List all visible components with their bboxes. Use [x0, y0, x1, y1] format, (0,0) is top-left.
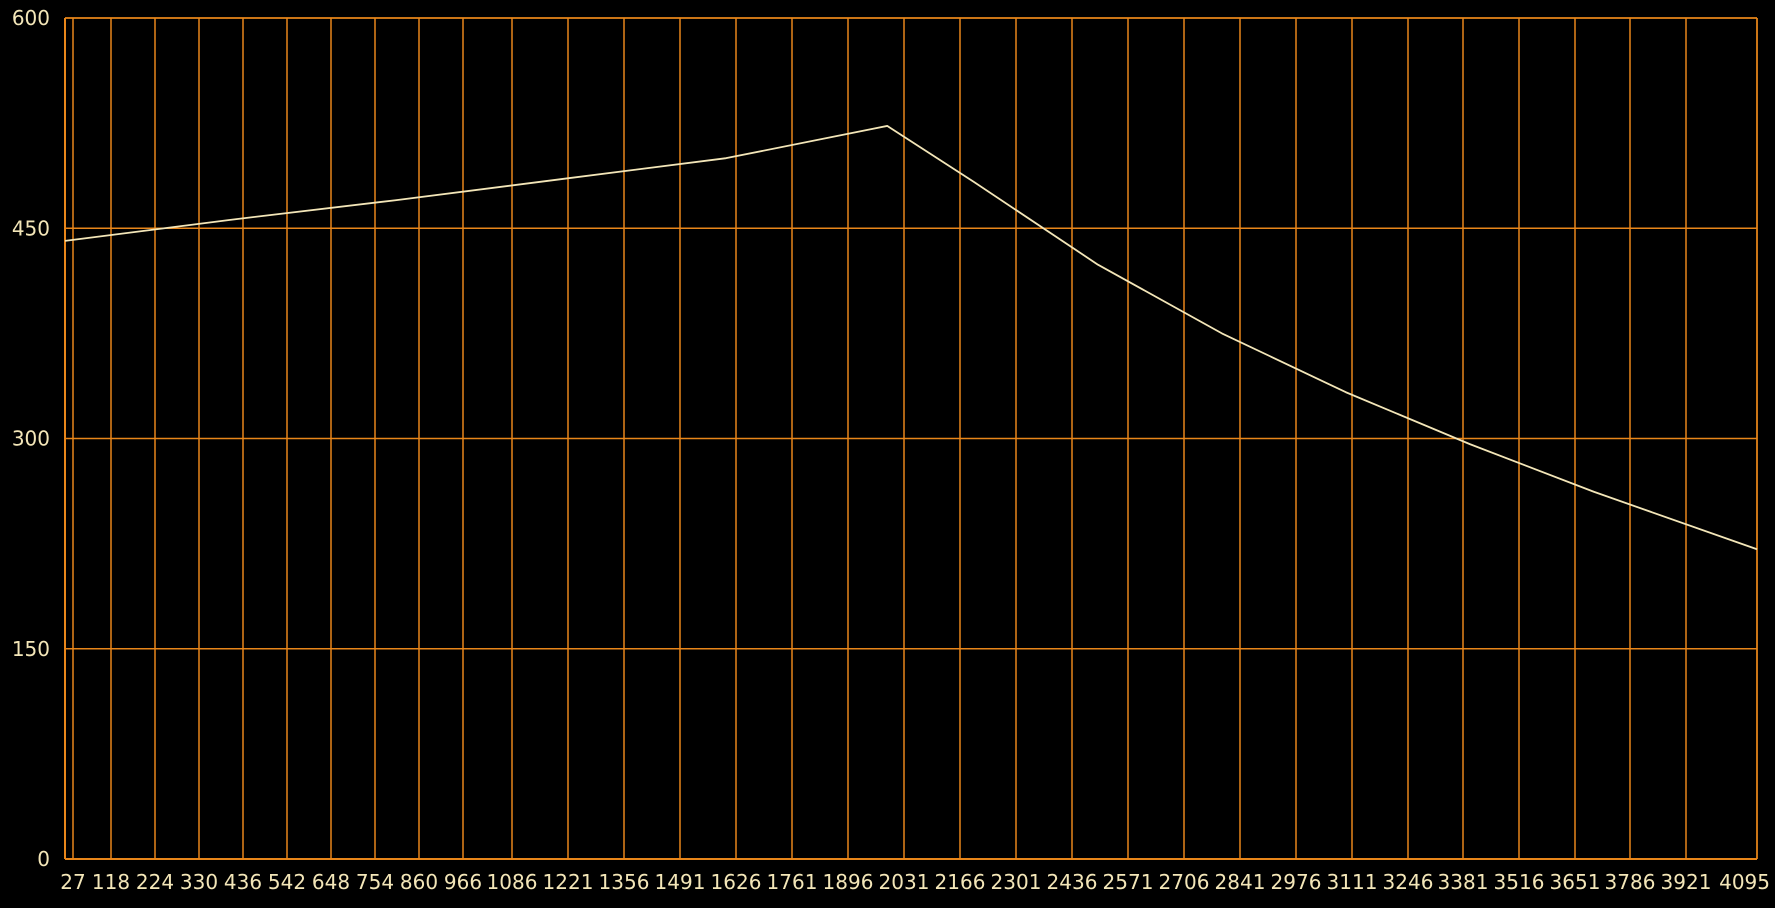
- x-tick-label: 3921: [1661, 870, 1712, 894]
- x-tick-label: 1356: [599, 870, 650, 894]
- x-tick-label: 2436: [1047, 870, 1098, 894]
- x-tick-label: 330: [180, 870, 218, 894]
- x-tick-label: 224: [136, 870, 174, 894]
- x-tick-label: 860: [400, 870, 438, 894]
- x-tick-label: 27: [60, 870, 85, 894]
- x-tick-label: 1761: [767, 870, 818, 894]
- x-tick-label: 1626: [711, 870, 762, 894]
- x-tick-label: 2841: [1215, 870, 1266, 894]
- y-tick-label: 450: [12, 216, 50, 240]
- x-tick-label: 542: [268, 870, 306, 894]
- x-tick-label: 3246: [1383, 870, 1434, 894]
- x-tick-label: 118: [92, 870, 130, 894]
- y-tick-label: 150: [12, 637, 50, 661]
- x-tick-label: 2031: [879, 870, 930, 894]
- x-tick-label: 3651: [1550, 870, 1601, 894]
- x-tick-label: 754: [356, 870, 394, 894]
- x-tick-label: 2706: [1159, 870, 1210, 894]
- x-tick-label: 2166: [935, 870, 986, 894]
- axis-layer: [64, 17, 1758, 860]
- series-line: [64, 125, 1758, 551]
- x-tick-label: 4095: [1719, 870, 1770, 894]
- x-tick-label: 2976: [1271, 870, 1322, 894]
- x-tick-label: 3786: [1605, 870, 1656, 894]
- x-tick-label: 966: [444, 870, 482, 894]
- label-layer: 0 150 300 450 600 27 118 224 330 436 542 648 754 860 9…: [12, 6, 1770, 894]
- y-tick-label: 0: [37, 847, 50, 871]
- x-tick-label: 1221: [543, 870, 594, 894]
- x-tick-label: 648: [312, 870, 350, 894]
- y-tick-label: 300: [12, 427, 50, 451]
- x-tick-label: 1896: [823, 870, 874, 894]
- x-tick-label: 2571: [1103, 870, 1154, 894]
- x-tick-label: 3516: [1494, 870, 1545, 894]
- x-tick-label: 1086: [487, 870, 538, 894]
- x-tick-label: 3381: [1438, 870, 1489, 894]
- x-tick-label: 3111: [1327, 870, 1378, 894]
- series-layer: [64, 125, 1758, 551]
- x-tick-label: 2301: [991, 870, 1042, 894]
- x-tick-label: 1491: [655, 870, 706, 894]
- y-tick-label: 600: [12, 6, 50, 30]
- x-tick-label: 436: [224, 870, 262, 894]
